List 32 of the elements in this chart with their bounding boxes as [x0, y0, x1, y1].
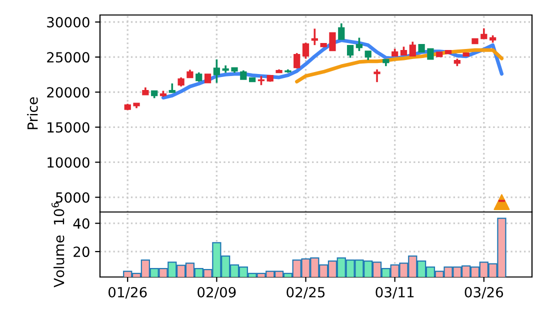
candlestick — [196, 72, 202, 83]
y-tick-label: 30000 — [47, 16, 90, 28]
candlestick — [346, 44, 354, 59]
candlestick — [329, 32, 336, 52]
candlestick — [213, 58, 220, 84]
candlestick — [240, 69, 247, 80]
candlestick — [311, 28, 318, 46]
x-tick-label: 02/25 — [286, 286, 325, 299]
candlestick — [338, 22, 345, 40]
x-tick-label: 03/26 — [464, 286, 504, 299]
y-tick-label: 20000 — [47, 87, 90, 98]
candlestick — [168, 82, 176, 94]
candlestick — [294, 52, 300, 70]
x-tick-label: 01/26 — [108, 286, 147, 299]
y-tick-label: 40 — [73, 218, 90, 229]
x-tick-label: 03/11 — [376, 286, 414, 299]
candlestick — [374, 68, 380, 83]
candlestick — [480, 27, 488, 40]
y-tick-label: 25000 — [47, 52, 90, 63]
y-tick-label: 15000 — [48, 122, 90, 133]
candlestick — [302, 42, 310, 60]
candlestick — [356, 36, 363, 52]
y-tick-label: 5000 — [56, 192, 90, 203]
x-tick-label: 02/09 — [198, 286, 236, 299]
y-tick-label: 20 — [74, 246, 90, 258]
candlestick — [409, 40, 416, 57]
y-axis-title: Volume 10$^{6}$ — [52, 202, 64, 288]
y-axis-title: Price — [27, 97, 38, 130]
candlestick — [178, 76, 184, 88]
y-tick-label: 10000 — [48, 157, 90, 168]
candlestick — [427, 48, 434, 60]
candlestick — [364, 50, 372, 61]
